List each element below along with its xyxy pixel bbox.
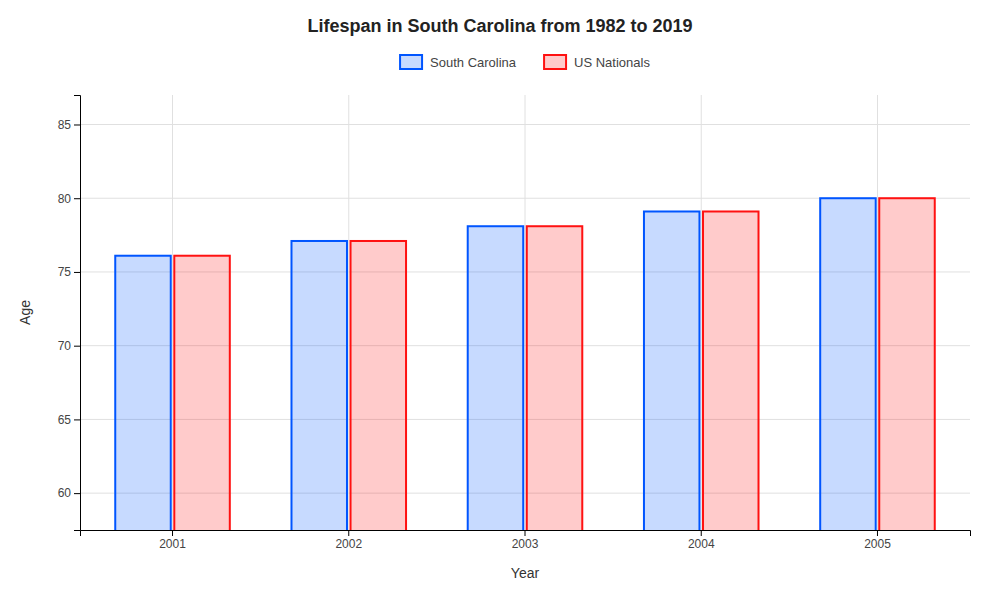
x-tick-label: 2004 — [688, 537, 715, 551]
legend-label: South Carolina — [430, 55, 517, 70]
y-tick: 75 — [58, 265, 80, 279]
x-tick-label: 2003 — [512, 537, 539, 551]
grid-line-x — [701, 95, 702, 530]
grid-line-x — [348, 95, 349, 530]
x-tick: 2001 — [159, 530, 186, 551]
y-tick-label: 80 — [58, 192, 72, 206]
x-tick-label: 2002 — [335, 537, 362, 551]
y-tick: 80 — [58, 192, 80, 206]
bar-series — [115, 198, 875, 530]
x-tick: 2004 — [688, 530, 715, 551]
y-axis-line — [74, 96, 81, 531]
plot-area: 60 65 70 75 80 85 2001 2002 2003 2004 2005 — [58, 95, 971, 600]
x-tick-label: 2005 — [864, 537, 891, 551]
x-tick: 2003 — [512, 530, 539, 551]
x-tick: 2005 — [864, 530, 891, 551]
x-tick: 2002 — [335, 530, 362, 551]
bar — [351, 241, 407, 530]
bar-series — [174, 198, 934, 530]
y-tick-mark — [74, 419, 80, 420]
bar — [115, 256, 171, 530]
x-axis-title: Year — [511, 565, 540, 581]
bar — [879, 198, 935, 530]
y-tick-label: 60 — [58, 486, 72, 500]
legend: South Carolina US Nationals — [400, 55, 650, 70]
chart-svg: 60 65 70 75 80 85 2001 2002 2003 2004 2005 Year Age L… — [0, 0, 1000, 600]
y-tick-mark — [74, 198, 80, 199]
x-tick-mark — [701, 530, 702, 536]
bars — [115, 198, 935, 530]
bar — [527, 226, 583, 530]
grid-line-x — [525, 95, 526, 530]
y-tick-mark — [74, 124, 80, 125]
x-tick-mark — [348, 530, 349, 536]
x-tick-label: 2001 — [159, 537, 186, 551]
legend-swatch — [544, 55, 566, 69]
y-tick-mark — [74, 272, 80, 273]
x-tick-mark — [877, 530, 878, 536]
bar — [291, 241, 347, 530]
x-axis: 2001 2002 2003 2004 2005 — [81, 530, 971, 551]
legend-item: South Carolina — [400, 55, 517, 70]
legend-item: US Nationals — [544, 55, 650, 70]
y-tick: 65 — [58, 413, 80, 427]
y-tick-label: 85 — [58, 118, 72, 132]
y-tick: 70 — [58, 339, 80, 353]
bar — [174, 256, 230, 530]
y-tick-mark — [74, 346, 80, 347]
y-axis: 60 65 70 75 80 85 — [58, 96, 81, 531]
legend-swatch — [400, 55, 422, 69]
y-tick-label: 65 — [58, 413, 72, 427]
bar — [468, 226, 524, 530]
y-tick: 60 — [58, 486, 80, 500]
grid-line-x — [877, 95, 878, 530]
x-tick-mark — [525, 530, 526, 536]
bar — [820, 198, 876, 530]
bar — [703, 211, 759, 530]
grid-line-x — [172, 95, 173, 530]
legend-label: US Nationals — [574, 55, 650, 70]
x-tick-mark — [172, 530, 173, 536]
x-axis-line — [81, 531, 971, 537]
y-tick-mark — [74, 493, 80, 494]
y-tick-label: 75 — [58, 265, 72, 279]
chart-title: Lifespan in South Carolina from 1982 to … — [307, 16, 692, 36]
y-tick-label: 70 — [58, 339, 72, 353]
bar — [644, 211, 700, 530]
y-axis-title: Age — [17, 300, 33, 325]
y-tick: 85 — [58, 118, 80, 132]
chart-container: 60 65 70 75 80 85 2001 2002 2003 2004 2005 Year Age L… — [0, 0, 1000, 600]
